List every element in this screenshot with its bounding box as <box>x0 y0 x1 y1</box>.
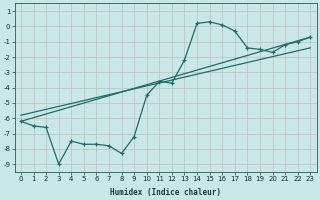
X-axis label: Humidex (Indice chaleur): Humidex (Indice chaleur) <box>110 188 221 197</box>
